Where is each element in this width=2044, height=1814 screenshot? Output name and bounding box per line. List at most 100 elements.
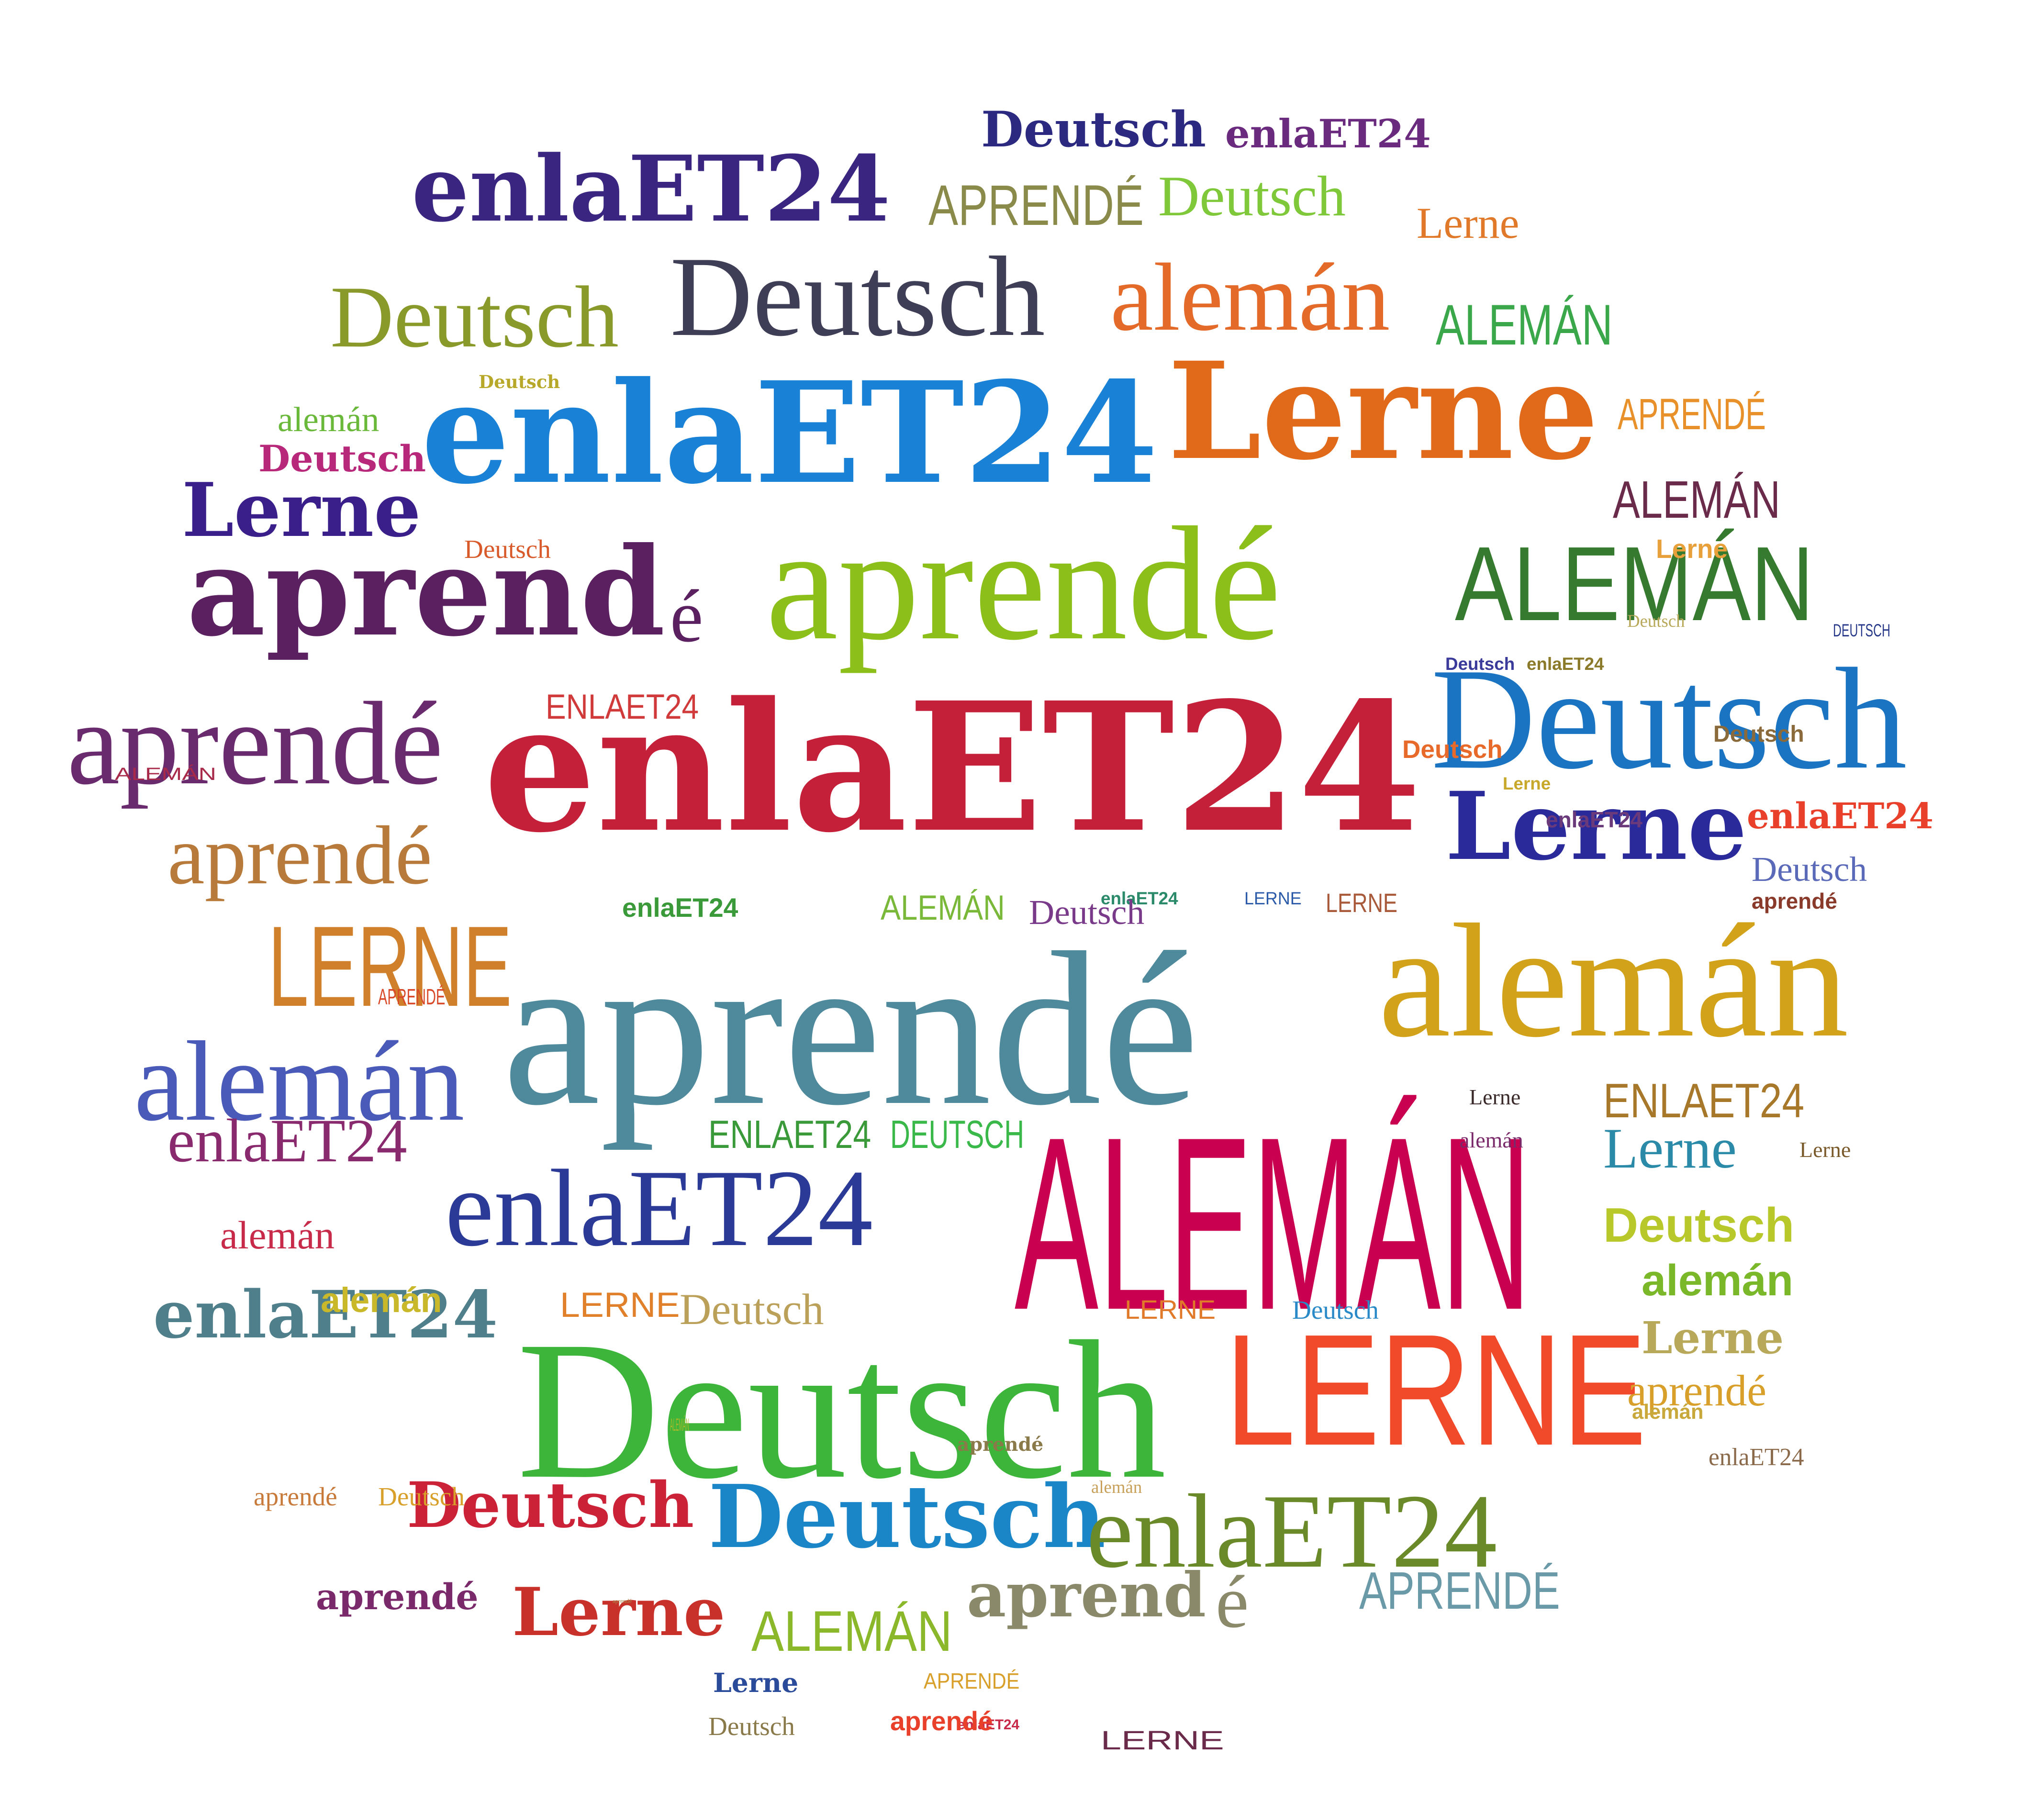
cloud-word: alemán	[1632, 1401, 1704, 1424]
cloud-word: aprend	[187, 520, 666, 663]
cloud-word: LERNE	[1244, 889, 1302, 908]
cloud-word: enlaET24	[168, 1106, 407, 1175]
cloud-word: Deutsch	[1292, 1295, 1379, 1324]
cloud-word: aprendé	[1627, 1366, 1767, 1415]
cloud-word: LERNE	[560, 1285, 680, 1324]
cloud-word: ALEMÁN	[881, 888, 1005, 927]
cloud-word: enlaET24	[957, 1717, 1019, 1733]
cloud-word: aprendé	[316, 1576, 479, 1618]
cloud-word: Lerne	[713, 1668, 799, 1699]
cloud-word: Lerne	[1417, 199, 1519, 247]
cloud-word: Deutsch	[1158, 164, 1346, 228]
cloud-word: aprendé	[890, 1706, 993, 1736]
cloud-word: ENLAET24	[546, 687, 699, 726]
cloud-word: enlaET24	[421, 351, 1158, 515]
cloud-word: enlaET24	[1101, 889, 1178, 908]
cloud-word: aprendé	[67, 678, 444, 809]
cloud-word: LERNE	[1101, 1725, 1224, 1755]
cloud-word: Deutsch	[464, 534, 551, 564]
cloud-word: enlaET24	[483, 664, 1421, 872]
cloud-word: APRENDÉ	[1359, 1561, 1560, 1620]
cloud-word: enlaET24	[153, 1277, 498, 1353]
cloud-word: LERNE	[1225, 1302, 1647, 1479]
cloud-word: ALEMÁN	[1015, 1086, 1531, 1361]
cloud-word: enlaET24	[1546, 807, 1642, 832]
cloud-word: Deutsch	[1431, 638, 1907, 799]
cloud-word: ENLAET24	[1603, 1074, 1805, 1128]
cloud-word: Deutsch	[378, 1482, 465, 1511]
cloud-word: aprend	[967, 1559, 1206, 1631]
cloud-word: aprendé	[613, 1598, 632, 1604]
cloud-word: enlaET24	[1747, 796, 1933, 837]
cloud-word: Deutsch	[330, 268, 619, 366]
cloud-word: enlaET24	[445, 1147, 873, 1269]
cloud-word: aprendé	[1752, 889, 1837, 913]
cloud-word: alemán	[278, 400, 380, 439]
cloud-word: aprendé	[766, 493, 1282, 674]
cloud-word: alemán	[1460, 1128, 1523, 1152]
cloud-word: Deutsch	[258, 437, 426, 480]
cloud-word: Deutsch	[1627, 611, 1685, 631]
cloud-word: Lerne	[1656, 534, 1728, 564]
cloud-word: aprendé	[168, 809, 433, 901]
cloud-word: aprendé	[957, 1434, 1044, 1456]
cloud-word: Lerne	[1168, 333, 1599, 490]
cloud-word: Lerne	[1799, 1137, 1851, 1162]
cloud-word: APRENDÉ	[928, 174, 1144, 237]
cloud-word: ALEMÁN	[1455, 524, 1814, 643]
cloud-word: aprendé	[503, 907, 1199, 1151]
cloud-word: enlaET24	[622, 893, 738, 923]
cloud-word: LERNE	[1326, 888, 1398, 918]
cloud-word: alemán	[1110, 244, 1390, 351]
cloud-word: Deutsch	[1752, 849, 1867, 889]
cloud-word: Deutsch	[708, 1712, 795, 1741]
cloud-word: Deutsch	[479, 371, 560, 392]
cloud-word: Deutsch	[1713, 721, 1804, 747]
cloud-word: Deutsch	[680, 1285, 824, 1334]
cloud-word: Lerne	[1603, 1116, 1737, 1180]
cloud-word: ALEMÁN	[751, 1600, 952, 1663]
cloud-word: é	[670, 575, 704, 657]
cloud-word: APRENDÉ	[378, 984, 446, 1009]
cloud-word: Lerne	[1503, 774, 1551, 793]
cloud-word: alemán	[220, 1213, 335, 1257]
cloud-word: Deutsch	[1402, 735, 1503, 764]
cloud-word: enlaET24	[1086, 1472, 1497, 1590]
cloud-word: Deutsch	[407, 1468, 694, 1542]
cloud-word: alemán	[1091, 1477, 1142, 1497]
cloud-word: Deutsch	[708, 1466, 1106, 1568]
cloud-word: enlaET24	[1527, 654, 1604, 674]
cloud-word: APRENDÉ	[924, 1669, 1020, 1693]
cloud-word: alemán	[1642, 1256, 1794, 1305]
cloud-word: ENLAET24	[708, 1112, 871, 1157]
cloud-word: Deutsch	[517, 1300, 1166, 1520]
cloud-word: APRENDÉ	[1618, 390, 1766, 439]
cloud-word: Lerne	[1469, 1085, 1521, 1109]
cloud-word: enlaET24	[1709, 1444, 1804, 1471]
cloud-word: Deutsch	[1029, 892, 1145, 932]
cloud-word: ALEMÁN	[670, 1415, 690, 1435]
cloud-word: enlaET24	[1225, 111, 1431, 157]
cloud-word: LERNE	[268, 902, 512, 1030]
cloud-word: Deutsch	[981, 101, 1206, 158]
cloud-word: Lerne	[1445, 772, 1747, 881]
cloud-word: DEUTSCH	[890, 1112, 1025, 1157]
cloud-word: alemán	[1378, 890, 1849, 1071]
cloud-word: enlaET24	[412, 135, 891, 242]
cloud-word: Deutsch	[670, 233, 1045, 360]
cloud-word: Deutsch	[1603, 1198, 1795, 1252]
cloud-word: Lerne	[512, 1573, 726, 1651]
cloud-word: alemán	[134, 1018, 465, 1145]
cloud-word: DEUTSCH	[1833, 621, 1890, 640]
cloud-word: Lerne	[182, 467, 421, 554]
cloud-word: alemán	[321, 1280, 442, 1320]
cloud-word: ALEMÁN	[1613, 470, 1780, 529]
cloud-word: LERNE	[1125, 1295, 1216, 1324]
cloud-word: aprendé	[254, 1482, 337, 1511]
cloud-word: ALEMÁN	[1436, 293, 1613, 357]
cloud-word: é	[1216, 1560, 1249, 1643]
cloud-word: Deutsch	[1445, 654, 1515, 674]
cloud-word: ALEMÁN	[115, 764, 216, 784]
cloud-word: Lerne	[1642, 1312, 1784, 1364]
